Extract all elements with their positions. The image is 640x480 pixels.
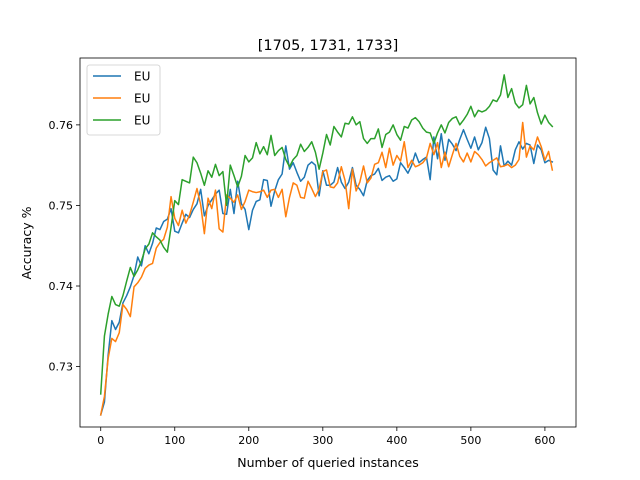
- legend-label-1: EU: [134, 70, 150, 84]
- y-axis-label: Accuracy %: [19, 206, 34, 279]
- x-tick-label: 600: [534, 434, 555, 447]
- legend: EU EU EU: [86, 64, 161, 136]
- x-tick-label: 0: [97, 434, 104, 447]
- y-tick-label: 0.74: [49, 280, 74, 293]
- legend-label-3: EU: [134, 114, 150, 128]
- axes: 0 100 200 300 400 500 600 0.73 0.74 0.75 0.76: [49, 57, 577, 447]
- y-tick-label: 0.76: [49, 119, 74, 132]
- chart-title: [1705, 1731, 1733]: [258, 38, 398, 54]
- legend-label-2: EU: [134, 92, 150, 106]
- plot-area: [99, 74, 554, 416]
- legend-box: [86, 64, 161, 136]
- x-tick-label: 200: [238, 434, 259, 447]
- y-tick-label: 0.75: [49, 199, 74, 212]
- x-tick-label: 400: [386, 434, 407, 447]
- y-tick-label: 0.73: [49, 361, 74, 374]
- series-line-2: [99, 121, 554, 416]
- axes-frame: [79, 57, 577, 428]
- series-line-3: [99, 74, 554, 395]
- x-tick-label: 100: [164, 434, 185, 447]
- series-line-1: [99, 126, 554, 416]
- x-tick-label: 500: [460, 434, 481, 447]
- x-axis-label: Number of queried instances: [237, 455, 418, 470]
- x-tick-label: 300: [312, 434, 333, 447]
